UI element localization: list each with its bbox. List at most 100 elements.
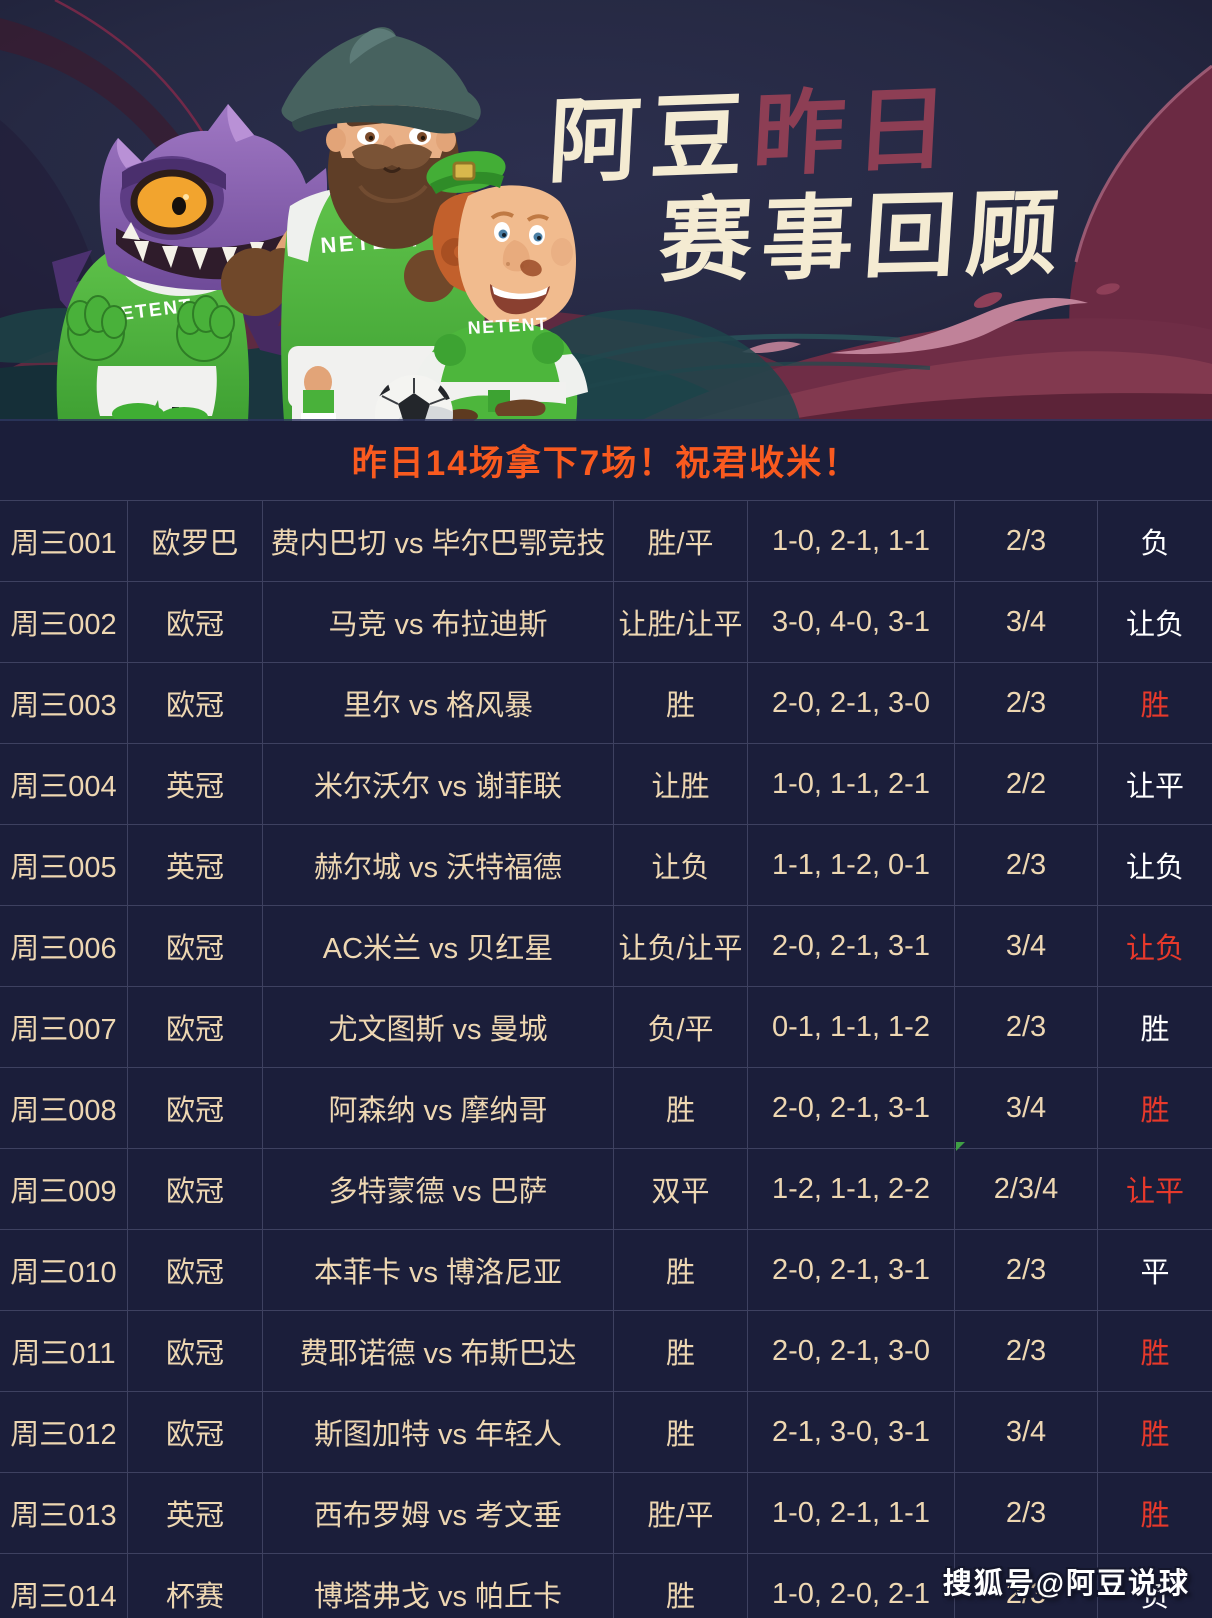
pick-cell: 让负/让平 xyxy=(614,906,748,986)
pick-cell: 胜 xyxy=(614,1311,748,1391)
table-row: 周三014 杯赛 博塔弗戈 vs 帕丘卡 胜 1-0, 2-0, 2-1 2/3… xyxy=(0,1554,1212,1618)
banner-bottom-divider xyxy=(0,419,1212,421)
subtitle-band: 昨日14场拿下7场！祝君收米！ xyxy=(0,421,1212,500)
teams-cell: 斯图加特 vs 年轻人 xyxy=(263,1392,614,1472)
match-id-cell: 周三005 xyxy=(0,825,128,905)
results-table-body: 周三001 欧罗巴 费内巴切 vs 毕尔巴鄂竞技 胜/平 1-0, 2-1, 1… xyxy=(0,500,1212,1618)
table-row: 周三001 欧罗巴 费内巴切 vs 毕尔巴鄂竞技 胜/平 1-0, 2-1, 1… xyxy=(0,501,1212,582)
odds-cell: 2/3 xyxy=(955,1311,1098,1391)
result-cell: 负 xyxy=(1140,1581,1170,1613)
result-cell: 让负 xyxy=(1125,609,1184,641)
league-cell: 欧冠 xyxy=(128,906,263,986)
scores-cell: 2-0, 2-1, 3-1 xyxy=(748,906,955,986)
league-cell: 英冠 xyxy=(128,1473,263,1553)
league-cell: 英冠 xyxy=(128,744,263,824)
pick-cell: 胜 xyxy=(614,1068,748,1148)
teams-cell: 马竞 vs 布拉迪斯 xyxy=(263,582,614,662)
match-id-cell: 周三009 xyxy=(0,1149,128,1229)
match-id-cell: 周三007 xyxy=(0,987,128,1067)
odds-cell: 3/4 xyxy=(955,582,1098,662)
league-cell: 欧罗巴 xyxy=(128,501,263,581)
scores-cell: 2-0, 2-1, 3-1 xyxy=(748,1068,955,1148)
league-cell: 欧冠 xyxy=(128,582,263,662)
table-row: 周三007 欧冠 尤文图斯 vs 曼城 负/平 0-1, 1-1, 1-2 2/… xyxy=(0,987,1212,1068)
scores-cell: 3-0, 4-0, 3-1 xyxy=(748,582,955,662)
scores-cell: 0-1, 1-1, 1-2 xyxy=(748,987,955,1067)
pick-cell: 负/平 xyxy=(614,987,748,1067)
odds-cell: 3/4 xyxy=(955,1392,1098,1472)
table-row: 周三005 英冠 赫尔城 vs 沃特福德 让负 1-1, 1-2, 0-1 2/… xyxy=(0,825,1212,906)
table-row: 周三008 欧冠 阿森纳 vs 摩纳哥 胜 2-0, 2-1, 3-1 3/4 … xyxy=(0,1068,1212,1149)
scores-cell: 2-1, 3-0, 3-1 xyxy=(748,1392,955,1472)
pick-cell: 让胜/让平 xyxy=(614,582,748,662)
banner: NETENT xyxy=(0,0,1212,421)
teams-cell: 博塔弗戈 vs 帕丘卡 xyxy=(263,1554,614,1618)
odds-cell: 3/4 xyxy=(955,1068,1098,1148)
scores-cell: 1-0, 2-0, 2-1 xyxy=(748,1554,955,1618)
match-id-cell: 周三008 xyxy=(0,1068,128,1148)
league-cell: 杯赛 xyxy=(128,1554,263,1618)
league-cell: 欧冠 xyxy=(128,1230,263,1310)
teams-cell: 米尔沃尔 vs 谢菲联 xyxy=(263,744,614,824)
teams-cell: 赫尔城 vs 沃特福德 xyxy=(263,825,614,905)
odds-cell: 2/2 xyxy=(955,744,1098,824)
teams-cell: 本菲卡 vs 博洛尼亚 xyxy=(263,1230,614,1310)
odds-cell: 2/3 xyxy=(955,1473,1098,1553)
pick-cell: 胜 xyxy=(614,1392,748,1472)
match-id-cell: 周三003 xyxy=(0,663,128,743)
result-cell: 让负 xyxy=(1125,852,1184,884)
pick-cell: 让负 xyxy=(614,825,748,905)
table-row: 周三012 欧冠 斯图加特 vs 年轻人 胜 2-1, 3-0, 3-1 3/4… xyxy=(0,1392,1212,1473)
teams-cell: 尤文图斯 vs 曼城 xyxy=(263,987,614,1067)
odds-cell: 2/3 xyxy=(955,1230,1098,1310)
scores-cell: 1-0, 1-1, 2-1 xyxy=(748,744,955,824)
jersey-logo-text-leprechaun: NETENT xyxy=(467,314,549,338)
result-cell: 胜 xyxy=(1140,1014,1170,1046)
odds-cell: 2/3 xyxy=(955,1554,1098,1618)
teams-cell: 费内巴切 vs 毕尔巴鄂竞技 xyxy=(263,501,614,581)
league-cell: 欧冠 xyxy=(128,987,263,1067)
table-row: 周三004 英冠 米尔沃尔 vs 谢菲联 让胜 1-0, 1-1, 2-1 2/… xyxy=(0,744,1212,825)
result-cell: 胜 xyxy=(1140,1338,1170,1370)
odds-cell: 2/3 xyxy=(955,987,1098,1067)
league-cell: 欧冠 xyxy=(128,663,263,743)
result-cell: 胜 xyxy=(1140,1095,1170,1127)
odds-cell: 2/3 xyxy=(955,825,1098,905)
teams-cell: 阿森纳 vs 摩纳哥 xyxy=(263,1068,614,1148)
match-id-cell: 周三002 xyxy=(0,582,128,662)
pick-cell: 胜/平 xyxy=(614,501,748,581)
table-row: 周三009 欧冠 多特蒙德 vs 巴萨 双平 1-2, 1-1, 2-2 2/3… xyxy=(0,1149,1212,1230)
result-cell: 胜 xyxy=(1140,1419,1170,1451)
scores-cell: 1-0, 2-1, 1-1 xyxy=(748,1473,955,1553)
result-cell: 胜 xyxy=(1140,690,1170,722)
teams-cell: 费耶诺德 vs 布斯巴达 xyxy=(263,1311,614,1391)
league-cell: 欧冠 xyxy=(128,1311,263,1391)
pick-cell: 胜 xyxy=(614,1230,748,1310)
league-cell: 欧冠 xyxy=(128,1392,263,1472)
table-row: 周三003 欧冠 里尔 vs 格风暴 胜 2-0, 2-1, 3-0 2/3 胜 xyxy=(0,663,1212,744)
table-row: 周三011 欧冠 费耶诺德 vs 布斯巴达 胜 2-0, 2-1, 3-0 2/… xyxy=(0,1311,1212,1392)
match-id-cell: 周三014 xyxy=(0,1554,128,1618)
teams-cell: AC米兰 vs 贝红星 xyxy=(263,906,614,986)
odds-cell: 3/4 xyxy=(955,906,1098,986)
scores-cell: 2-0, 2-1, 3-1 xyxy=(748,1230,955,1310)
odds-cell: 2/3 xyxy=(955,663,1098,743)
result-cell: 让负 xyxy=(1125,933,1184,965)
match-id-cell: 周三012 xyxy=(0,1392,128,1472)
pick-cell: 胜 xyxy=(614,1554,748,1618)
pick-cell: 让胜 xyxy=(614,744,748,824)
teams-cell: 多特蒙德 vs 巴萨 xyxy=(263,1149,614,1229)
teams-cell: 里尔 vs 格风暴 xyxy=(263,663,614,743)
scores-cell: 2-0, 2-1, 3-0 xyxy=(748,663,955,743)
result-cell: 胜 xyxy=(1140,1500,1170,1532)
result-cell: 让平 xyxy=(1125,771,1184,803)
league-cell: 欧冠 xyxy=(128,1068,263,1148)
leprechaun-mascot: NETENT xyxy=(412,151,588,421)
scores-cell: 1-1, 1-2, 0-1 xyxy=(748,825,955,905)
watermark: 搜狐号@阿豆说球 xyxy=(942,1568,1190,1600)
odds-cell: 2/3 xyxy=(955,501,1098,581)
scores-cell: 1-0, 2-1, 1-1 xyxy=(748,501,955,581)
hit-corner-marker xyxy=(956,1142,965,1151)
result-cell: 让平 xyxy=(1125,1176,1184,1208)
